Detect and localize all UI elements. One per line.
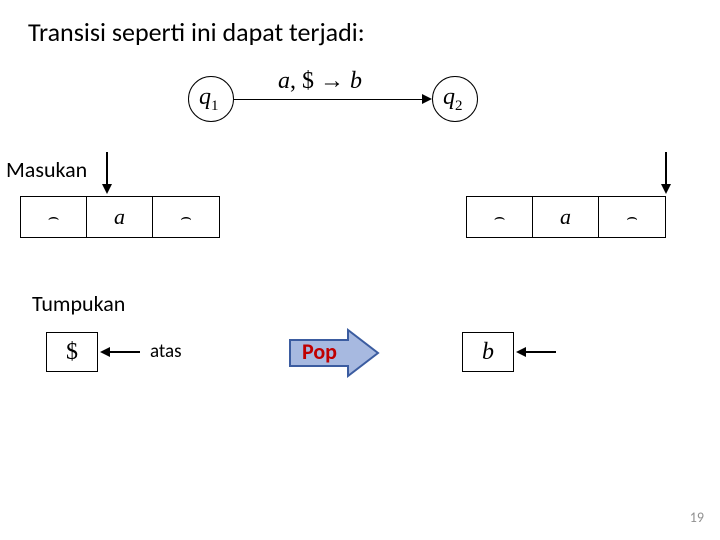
tape-left-cell-0: ⌢ — [21, 197, 87, 237]
trans-dollar: , $ — [290, 68, 314, 94]
transition-arrowhead — [422, 94, 432, 104]
pop-label: Pop — [302, 338, 337, 365]
trans-b: b — [350, 68, 362, 94]
tape-right: ⌢ a ⌢ — [466, 196, 666, 238]
label-masukan: Masukan — [6, 156, 87, 183]
state-q1-sub: 1 — [211, 98, 219, 114]
state-q2-label: q2 — [443, 84, 463, 115]
label-atas: atas — [150, 340, 182, 363]
label-tumpukan: Tumpukan — [32, 290, 125, 317]
slide-title: Transisi seperti ini dapat terjadi: — [28, 16, 365, 48]
stack-left-arrow-head — [100, 347, 110, 357]
tape-right-head-line — [665, 152, 667, 186]
tape-left-cell-2: ⌢ — [153, 197, 219, 237]
tape-right-cell-2: ⌢ — [599, 197, 665, 237]
trans-a: a — [278, 68, 290, 94]
state-q1-label: q1 — [199, 84, 219, 115]
pop-arrow: Pop — [288, 328, 380, 378]
state-q2-letter: q — [443, 84, 455, 110]
stack-right-arrow-head — [516, 347, 526, 357]
tape-left-cell-1: a — [87, 197, 153, 237]
transition-label: a, $ → b — [278, 68, 362, 95]
stack-right: b — [462, 332, 514, 372]
transition-edge — [234, 99, 424, 100]
stack-left-val: $ — [66, 339, 78, 366]
tape-right-cell-0: ⌢ — [467, 197, 533, 237]
state-q1-letter: q — [199, 84, 211, 110]
tape-right-cell-1: a — [533, 197, 599, 237]
stack-right-val: b — [482, 339, 494, 366]
state-q2-sub: 2 — [455, 98, 463, 114]
tape-left-head-arrow — [102, 184, 112, 194]
page-number: 19 — [690, 509, 704, 526]
tape-right-head-arrow — [661, 184, 671, 194]
stack-left-arrow-line — [110, 351, 140, 353]
trans-arrow-symbol: → — [314, 68, 350, 94]
stack-right-arrow-line — [526, 351, 556, 353]
tape-left-head-line — [106, 152, 108, 186]
tape-left: ⌢ a ⌢ — [20, 196, 220, 238]
stack-left: $ — [46, 332, 98, 372]
